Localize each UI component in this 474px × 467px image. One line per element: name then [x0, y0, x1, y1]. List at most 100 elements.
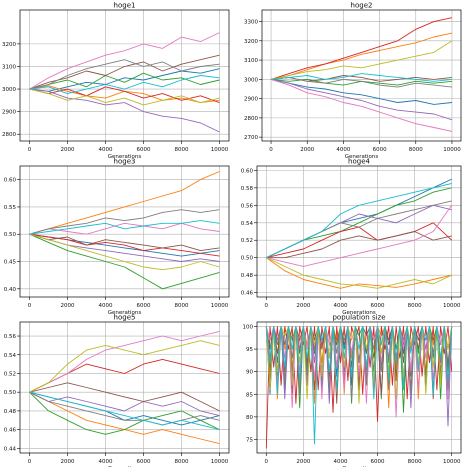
series-line-7 [29, 330, 220, 393]
y-tick-label: 2900 [2, 110, 16, 116]
series-line-5 [29, 88, 220, 133]
y-tick-label: 80 [246, 415, 253, 421]
y-tick-label: 3000 [2, 87, 16, 93]
series-line-8 [29, 391, 220, 426]
series-line-8 [29, 59, 220, 90]
series-line-1 [270, 78, 453, 105]
plot-frame [256, 165, 462, 298]
x-tick-label: 6000 [371, 303, 385, 309]
y-tick-label: 0.46 [241, 291, 254, 297]
series-line-3 [29, 233, 220, 290]
x-tick-label: 2000 [61, 459, 75, 465]
x-tick-label: 0 [265, 459, 269, 465]
series-line-9 [29, 233, 220, 271]
chart-panel-5: 0 2000 4000 6000 8000 10000 0.44 0.46 0.48 0.50 0.… [4, 314, 230, 467]
y-tick-label: 2800 [2, 132, 16, 138]
series-line-10 [29, 391, 220, 431]
y-tick-label: 3200 [2, 42, 16, 48]
x-tick-label: 10000 [211, 147, 229, 153]
x-axis-label: Generations [345, 154, 379, 160]
series-line-7 [270, 78, 453, 132]
series-line-6 [266, 231, 452, 259]
series-line-10 [29, 75, 220, 95]
series-group [265, 326, 453, 449]
series-line-2 [270, 32, 453, 80]
x-tick-label: 2000 [296, 303, 310, 309]
y-tick-label: 0.50 [4, 390, 17, 396]
y-tick-label: 75 [246, 437, 253, 443]
series-line-2 [29, 171, 220, 235]
y-tick-label: 3300 [244, 20, 258, 26]
y-tick-label: 0.56 [4, 334, 17, 340]
y-tick-label: 2800 [244, 116, 258, 122]
series-line-1 [29, 68, 220, 92]
series-line-4 [265, 326, 453, 449]
x-tick-label: 8000 [175, 147, 189, 153]
plot-frame [19, 321, 230, 454]
series-line-6 [29, 233, 220, 252]
y-tick-label: 0.45 [4, 260, 17, 266]
plot-area [262, 10, 461, 141]
x-tick-label: 0 [265, 303, 269, 309]
series-line-5 [270, 78, 453, 121]
plot-area [20, 166, 229, 297]
x-tick-label: 10000 [443, 459, 461, 465]
series-line-4 [29, 233, 220, 257]
chart-title: hoge2 [351, 2, 373, 10]
series-group [29, 171, 220, 290]
x-tick-label: 6000 [371, 459, 385, 465]
series-group [29, 32, 220, 133]
x-tick-label: 6000 [137, 459, 151, 465]
x-tick-label: 10000 [443, 303, 461, 309]
x-axis-label: Generations [342, 310, 376, 316]
y-tick-label: 0.60 [241, 168, 254, 174]
chart-title: hoge3 [114, 158, 136, 166]
x-tick-label: 0 [28, 459, 32, 465]
series-line-7 [29, 32, 220, 90]
series-line-8 [29, 209, 220, 235]
y-tick-label: 3000 [244, 77, 258, 83]
y-tick-label: 0.54 [241, 221, 254, 227]
x-tick-label: 8000 [175, 459, 189, 465]
chart-panel-1: 0 2000 4000 6000 8000 10000 2800 2900 3000 3100 32… [2, 2, 230, 160]
x-tick-label: 4000 [333, 459, 347, 465]
x-tick-label: 0 [28, 147, 32, 153]
y-tick-label: 0.52 [4, 371, 16, 377]
series-line-3 [29, 391, 220, 435]
y-tick-label: 0.46 [4, 428, 17, 434]
plot-frame [19, 9, 230, 142]
x-tick-label: 8000 [175, 303, 189, 309]
y-tick-label: 0.40 [4, 287, 17, 293]
y-tick-label: 0.58 [241, 186, 254, 192]
series-line-5 [29, 391, 220, 417]
x-tick-label: 2000 [300, 147, 314, 153]
series-line-9 [29, 88, 220, 106]
x-tick-label: 10000 [443, 147, 461, 153]
chart-title: population size [332, 314, 385, 322]
y-tick-label: 3100 [244, 58, 258, 64]
y-tick-label: 2900 [244, 97, 258, 103]
x-tick-label: 8000 [408, 303, 422, 309]
y-tick-label: 0.44 [4, 446, 17, 452]
chart-panel-2: 0 2000 4000 6000 8000 10000 2700 2800 2900 3000 31… [244, 2, 462, 160]
y-tick-label: 0.56 [241, 203, 254, 209]
x-axis-label: Generations [108, 310, 142, 316]
chart-panel-6: 0 2000 4000 6000 8000 10000 75 80 85 90 95 100 popul… [243, 314, 462, 467]
chart-title: hoge1 [114, 2, 136, 10]
series-line-8 [270, 76, 453, 88]
series-line-4 [29, 86, 220, 104]
series-line-4 [270, 17, 453, 80]
series-line-10 [270, 73, 453, 82]
series-line-10 [265, 326, 453, 445]
y-tick-label: 90 [246, 370, 253, 376]
series-group [270, 17, 453, 132]
series-group [29, 330, 220, 445]
series-line-7 [266, 205, 453, 267]
series-line-6 [29, 54, 220, 90]
x-tick-label: 6000 [373, 147, 387, 153]
series-line-10 [266, 183, 452, 259]
y-tick-label: 0.50 [241, 256, 254, 262]
series-line-10 [29, 220, 220, 235]
plot-area [20, 10, 229, 141]
